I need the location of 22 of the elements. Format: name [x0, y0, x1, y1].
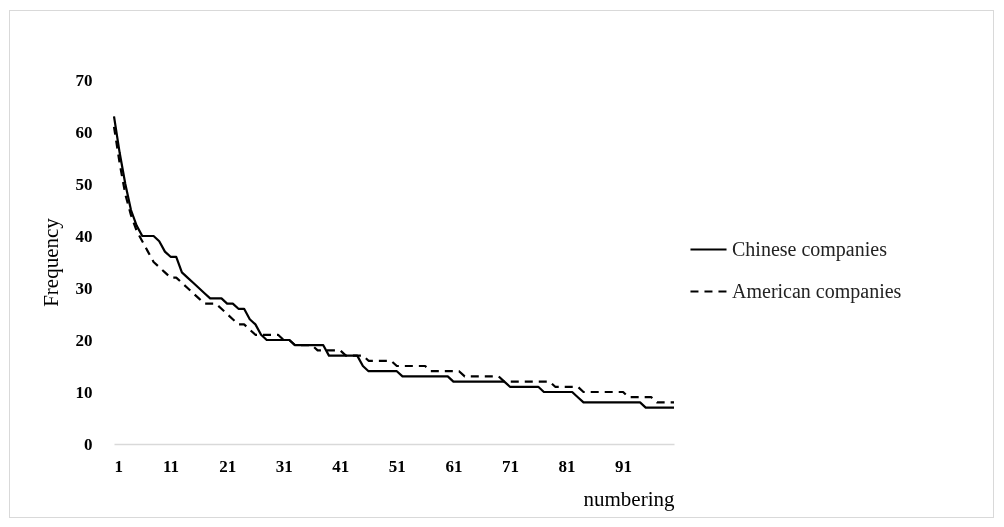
x-tick-label: 51 [388, 456, 406, 476]
x-tick-label: 31 [275, 456, 293, 476]
y-tick-label: 10 [75, 382, 93, 402]
y-tick-label: 20 [75, 330, 93, 350]
x-tick-label: 61 [445, 456, 463, 476]
legend-label: American companies [732, 279, 902, 303]
x-tick-label: 21 [219, 456, 237, 476]
x-tick-label: 41 [332, 456, 350, 476]
y-tick-label: 40 [75, 226, 93, 246]
x-tick-label: 1 [114, 456, 123, 476]
y-tick-label: 60 [75, 122, 93, 142]
y-axis-title: Frequency [38, 217, 63, 307]
x-axis-title: numbering [583, 486, 675, 511]
y-tick-label: 50 [75, 174, 93, 194]
x-tick-label: 81 [558, 456, 576, 476]
legend-label: Chinese companies [732, 237, 888, 261]
x-tick-label: 91 [615, 456, 633, 476]
y-tick-label: 0 [84, 434, 93, 454]
y-tick-label: 30 [75, 278, 93, 298]
x-tick-label: 71 [501, 456, 519, 476]
y-tick-label: 70 [75, 70, 93, 90]
x-tick-label: 11 [163, 456, 180, 476]
